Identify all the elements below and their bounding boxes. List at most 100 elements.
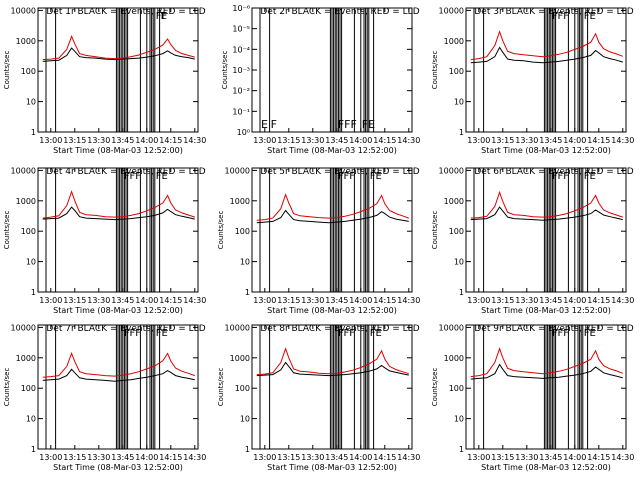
- panel-title: Det 5r BLACK = Events, RED = LLD: [260, 167, 419, 177]
- y-tick-label: 100: [235, 227, 250, 236]
- x-tick-label: 13:00: [467, 296, 490, 305]
- x-tick-label: 14:15: [373, 136, 396, 145]
- y-tick-label: 1: [459, 288, 464, 297]
- series-line-lld: [42, 351, 195, 378]
- series-line-lld: [42, 35, 195, 61]
- chart-panel-7: FFF FE 1 10 100 1000 10000 13:00 13:15 13:30 13:45…: [3, 323, 206, 472]
- y-tick-label: 100: [21, 67, 36, 76]
- x-tick-label: 13:15: [491, 296, 514, 305]
- y-tick-label: 10000: [225, 323, 250, 332]
- series-line-lld: [256, 347, 409, 376]
- x-tick-label: 13:15: [63, 453, 86, 462]
- event-marker-label: FE: [156, 171, 168, 182]
- x-tick-label: 13:15: [277, 136, 300, 145]
- y-tick-label: 1000: [16, 354, 36, 363]
- x-tick-label: 14:00: [563, 453, 586, 462]
- plot-area: [470, 325, 623, 449]
- event-marker-label: FE: [370, 171, 382, 182]
- y-axis-label: Counts/sec: [217, 211, 225, 250]
- x-tick-label: 13:15: [277, 453, 300, 462]
- y-tick-label: 10⁻²: [232, 87, 250, 96]
- x-tick-label: 13:15: [277, 296, 300, 305]
- x-tick-label: 13:45: [111, 453, 134, 462]
- x-tick-label: 13:15: [63, 136, 86, 145]
- event-marker-label: E: [261, 118, 268, 131]
- chart-panel-4: FFF FE 1 10 100 1000 10000 13:00 13:15 13:30 13:45…: [3, 166, 206, 315]
- x-tick-label: 13:30: [87, 453, 110, 462]
- x-axis-label: Start Time (08-Mar-03 12:52:00): [267, 463, 397, 472]
- y-tick-label: 100: [21, 384, 36, 393]
- x-tick-label: 14:15: [587, 453, 610, 462]
- x-tick-label: 14:15: [373, 453, 396, 462]
- x-tick-label: 14:30: [611, 136, 634, 145]
- y-tick-label: 10: [240, 415, 250, 424]
- panel-title: Det 6r BLACK = Events, RED = LLD: [474, 167, 633, 177]
- x-tick-label: 13:00: [39, 453, 62, 462]
- y-tick-label: 10000: [11, 166, 36, 175]
- chart-panel-9: FFF FE 1 10 100 1000 10000 13:00 13:15 13:30 13:45…: [431, 323, 634, 472]
- series-line-events: [42, 368, 195, 382]
- x-tick-label: 13:45: [325, 453, 348, 462]
- x-axis-label: Start Time (08-Mar-03 12:52:00): [481, 306, 611, 315]
- series-line-lld: [470, 190, 623, 219]
- y-tick-label: 10⁻¹: [232, 107, 250, 116]
- x-tick-label: 13:00: [253, 296, 276, 305]
- plot-area: [470, 168, 623, 292]
- x-tick-label: 14:00: [135, 296, 158, 305]
- series-line-events: [470, 46, 623, 64]
- event-marker-label: FFF: [124, 171, 142, 182]
- y-tick-label: 1: [245, 288, 250, 297]
- y-axis-label: Counts/sec: [217, 368, 225, 407]
- x-tick-label: 14:15: [159, 453, 182, 462]
- event-marker-label: FE: [584, 11, 596, 22]
- panel-title: Det 9r BLACK = Events, RED = LLD: [474, 324, 633, 334]
- y-tick-label: 1000: [16, 37, 36, 46]
- plot-area: [42, 168, 195, 292]
- event-marker-label: FE: [584, 328, 596, 339]
- y-tick-label: 1000: [230, 354, 250, 363]
- series-line-events: [256, 209, 409, 224]
- x-tick-label: 13:30: [301, 136, 324, 145]
- x-tick-label: 14:15: [587, 296, 610, 305]
- x-tick-label: 14:30: [611, 453, 634, 462]
- y-tick-label: 10: [454, 98, 464, 107]
- x-tick-label: 13:30: [301, 296, 324, 305]
- x-tick-label: 13:45: [111, 136, 134, 145]
- x-tick-label: 14:00: [135, 453, 158, 462]
- y-tick-label: 10: [26, 258, 36, 267]
- x-tick-label: 13:45: [539, 136, 562, 145]
- x-tick-label: 13:45: [539, 296, 562, 305]
- y-tick-label: 1: [245, 445, 250, 454]
- x-tick-label: 14:00: [563, 136, 586, 145]
- plot-area: [259, 8, 375, 132]
- y-tick-label: 10⁰: [237, 128, 250, 137]
- event-marker-label: E: [161, 11, 167, 22]
- series-line-lld: [42, 190, 195, 219]
- x-axis-label: Start Time (08-Mar-03 12:52:00): [267, 306, 397, 315]
- x-tick-label: 14:30: [183, 453, 206, 462]
- x-tick-label: 13:30: [87, 136, 110, 145]
- x-tick-label: 14:30: [397, 296, 420, 305]
- panel-title: Det 7r BLACK = Events, RED = LLD: [46, 324, 205, 334]
- y-axis-label: Counts/sec: [3, 368, 11, 407]
- event-marker-label: FFF: [338, 328, 356, 339]
- x-axis-label: Start Time (08-Mar-03 12:52:00): [53, 463, 183, 472]
- x-tick-label: 13:30: [301, 453, 324, 462]
- y-tick-label: 10⁻⁴: [232, 45, 250, 54]
- series-line-events: [470, 363, 623, 380]
- x-tick-label: 14:15: [159, 136, 182, 145]
- x-tick-label: 13:45: [325, 136, 348, 145]
- y-axis-label: Counts/sec: [431, 51, 439, 90]
- chart-panel-5: FFF FE 1 10 100 1000 10000 13:00 13:15 13:30 13:45…: [217, 166, 420, 315]
- x-tick-label: 14:00: [349, 453, 372, 462]
- y-axis-label: Counts/sec: [3, 211, 11, 250]
- x-tick-label: 13:00: [253, 136, 276, 145]
- x-tick-label: 14:30: [611, 296, 634, 305]
- y-tick-label: 1000: [230, 197, 250, 206]
- y-tick-label: 10: [454, 258, 464, 267]
- chart-panel-8: FFF FE 1 10 100 1000 10000 13:00 13:15 13:30 13:45…: [217, 323, 420, 472]
- event-marker-label: FE: [584, 171, 596, 182]
- y-axis-label: Counts/sec: [431, 368, 439, 407]
